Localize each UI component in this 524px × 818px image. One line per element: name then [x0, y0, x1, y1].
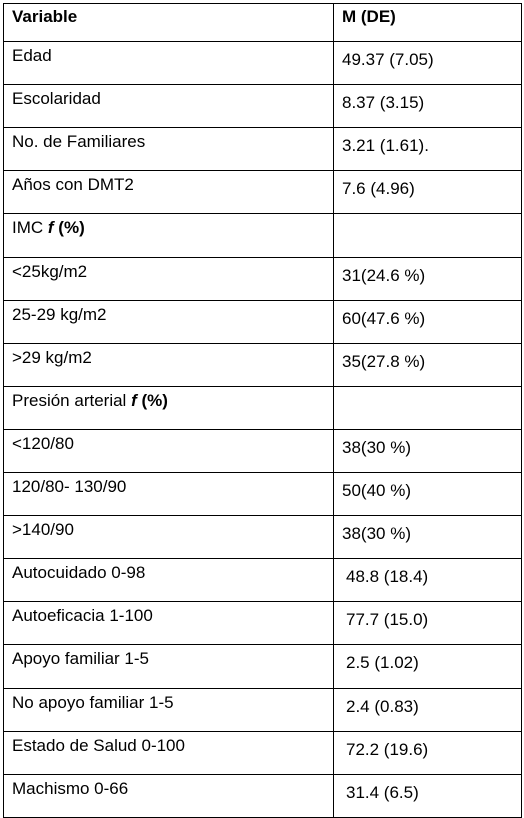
- value-cell: 38(30 %): [333, 428, 522, 474]
- statistics-table: Variable M (DE) Edad 49.37 (7.05) Escola…: [3, 2, 522, 818]
- variable-cell: <120/80: [3, 428, 334, 474]
- variable-cell: No. de Familiares: [3, 127, 334, 172]
- value-cell: 49.37 (7.05): [333, 41, 522, 86]
- section-label-cell: IMC f (%): [3, 213, 334, 258]
- table-row: No. de Familiares 3.21 (1.61).: [3, 127, 522, 172]
- variable-cell: 25-29 kg/m2: [3, 299, 334, 344]
- section-label-cell: Presión arterial f (%): [3, 385, 334, 430]
- value-cell: 48.8 (18.4): [333, 558, 522, 603]
- value-cell: 3.21 (1.61).: [333, 127, 522, 172]
- table-row: >140/90 38(30 %): [3, 515, 522, 560]
- header-variable: Variable: [3, 2, 334, 43]
- table-row: 25-29 kg/m2 60(47.6 %): [3, 299, 522, 344]
- percent-suffix: (%): [136, 390, 168, 410]
- table-row: Estado de Salud 0-100 72.2 (19.6): [3, 730, 522, 775]
- frequency-symbol: f: [131, 390, 137, 410]
- variable-cell: No apoyo familiar 1-5: [3, 687, 334, 732]
- variable-cell: Apoyo familiar 1-5: [3, 644, 334, 689]
- value-cell: 50(40 %): [333, 472, 522, 517]
- table-row: No apoyo familiar 1-5 2.4 (0.83): [3, 687, 522, 732]
- table-row: Apoyo familiar 1-5 2.5 (1.02): [3, 644, 522, 689]
- value-cell: 31(24.6 %): [333, 256, 522, 301]
- variable-cell: <25kg/m2: [3, 256, 334, 301]
- variable-cell: Edad: [3, 41, 334, 86]
- table-row: >29 kg/m2 35(27.8 %): [3, 342, 522, 387]
- variable-cell: Machismo 0-66: [3, 773, 334, 818]
- variable-cell: Estado de Salud 0-100: [3, 730, 334, 775]
- value-cell: 31.4 (6.5): [333, 773, 522, 818]
- section-label: IMC: [12, 218, 48, 238]
- table-section-row: IMC f (%): [3, 213, 522, 258]
- header-mean-sd: M (DE): [333, 2, 522, 43]
- variable-cell: 120/80- 130/90: [3, 472, 334, 517]
- value-cell: 72.2 (19.6): [333, 730, 522, 775]
- variable-cell: >140/90: [3, 515, 334, 560]
- table-row: <25kg/m2 31(24.6 %): [3, 256, 522, 301]
- frequency-symbol: f: [47, 218, 54, 238]
- table-row: 120/80- 130/90 50(40 %): [3, 472, 522, 517]
- value-cell: 7.6 (4.96): [333, 170, 522, 215]
- table-section-row: Presión arterial f (%): [3, 385, 522, 430]
- table-row: Años con DMT2 7.6 (4.96): [3, 170, 522, 215]
- table-row: Autocuidado 0-98 48.8 (18.4): [3, 558, 522, 603]
- table-row: <120/80 38(30 %): [3, 428, 522, 474]
- variable-cell: Años con DMT2: [3, 170, 334, 215]
- variable-cell: Autoeficacia 1-100: [3, 601, 334, 646]
- section-label: Presión arterial: [12, 390, 132, 410]
- table-row: Edad 49.37 (7.05): [3, 41, 522, 86]
- value-cell: 38(30 %): [333, 515, 522, 560]
- value-cell: 35(27.8 %): [333, 342, 522, 387]
- value-cell: 60(47.6 %): [333, 299, 522, 344]
- table-row: Machismo 0-66 31.4 (6.5): [3, 773, 522, 818]
- value-cell: 2.4 (0.83): [333, 687, 522, 732]
- value-cell: [333, 385, 522, 430]
- table-row: Autoeficacia 1-100 77.7 (15.0): [3, 601, 522, 646]
- table-row: Escolaridad 8.37 (3.15): [3, 84, 522, 129]
- value-cell: 77.7 (15.0): [333, 601, 522, 646]
- variable-cell: Autocuidado 0-98: [3, 558, 334, 603]
- percent-suffix: (%): [53, 218, 85, 238]
- value-cell: [333, 213, 522, 258]
- table-header-row: Variable M (DE): [3, 2, 522, 43]
- value-cell: 2.5 (1.02): [333, 644, 522, 689]
- variable-cell: Escolaridad: [3, 84, 334, 129]
- value-cell: 8.37 (3.15): [333, 84, 522, 129]
- variable-cell: >29 kg/m2: [3, 342, 334, 387]
